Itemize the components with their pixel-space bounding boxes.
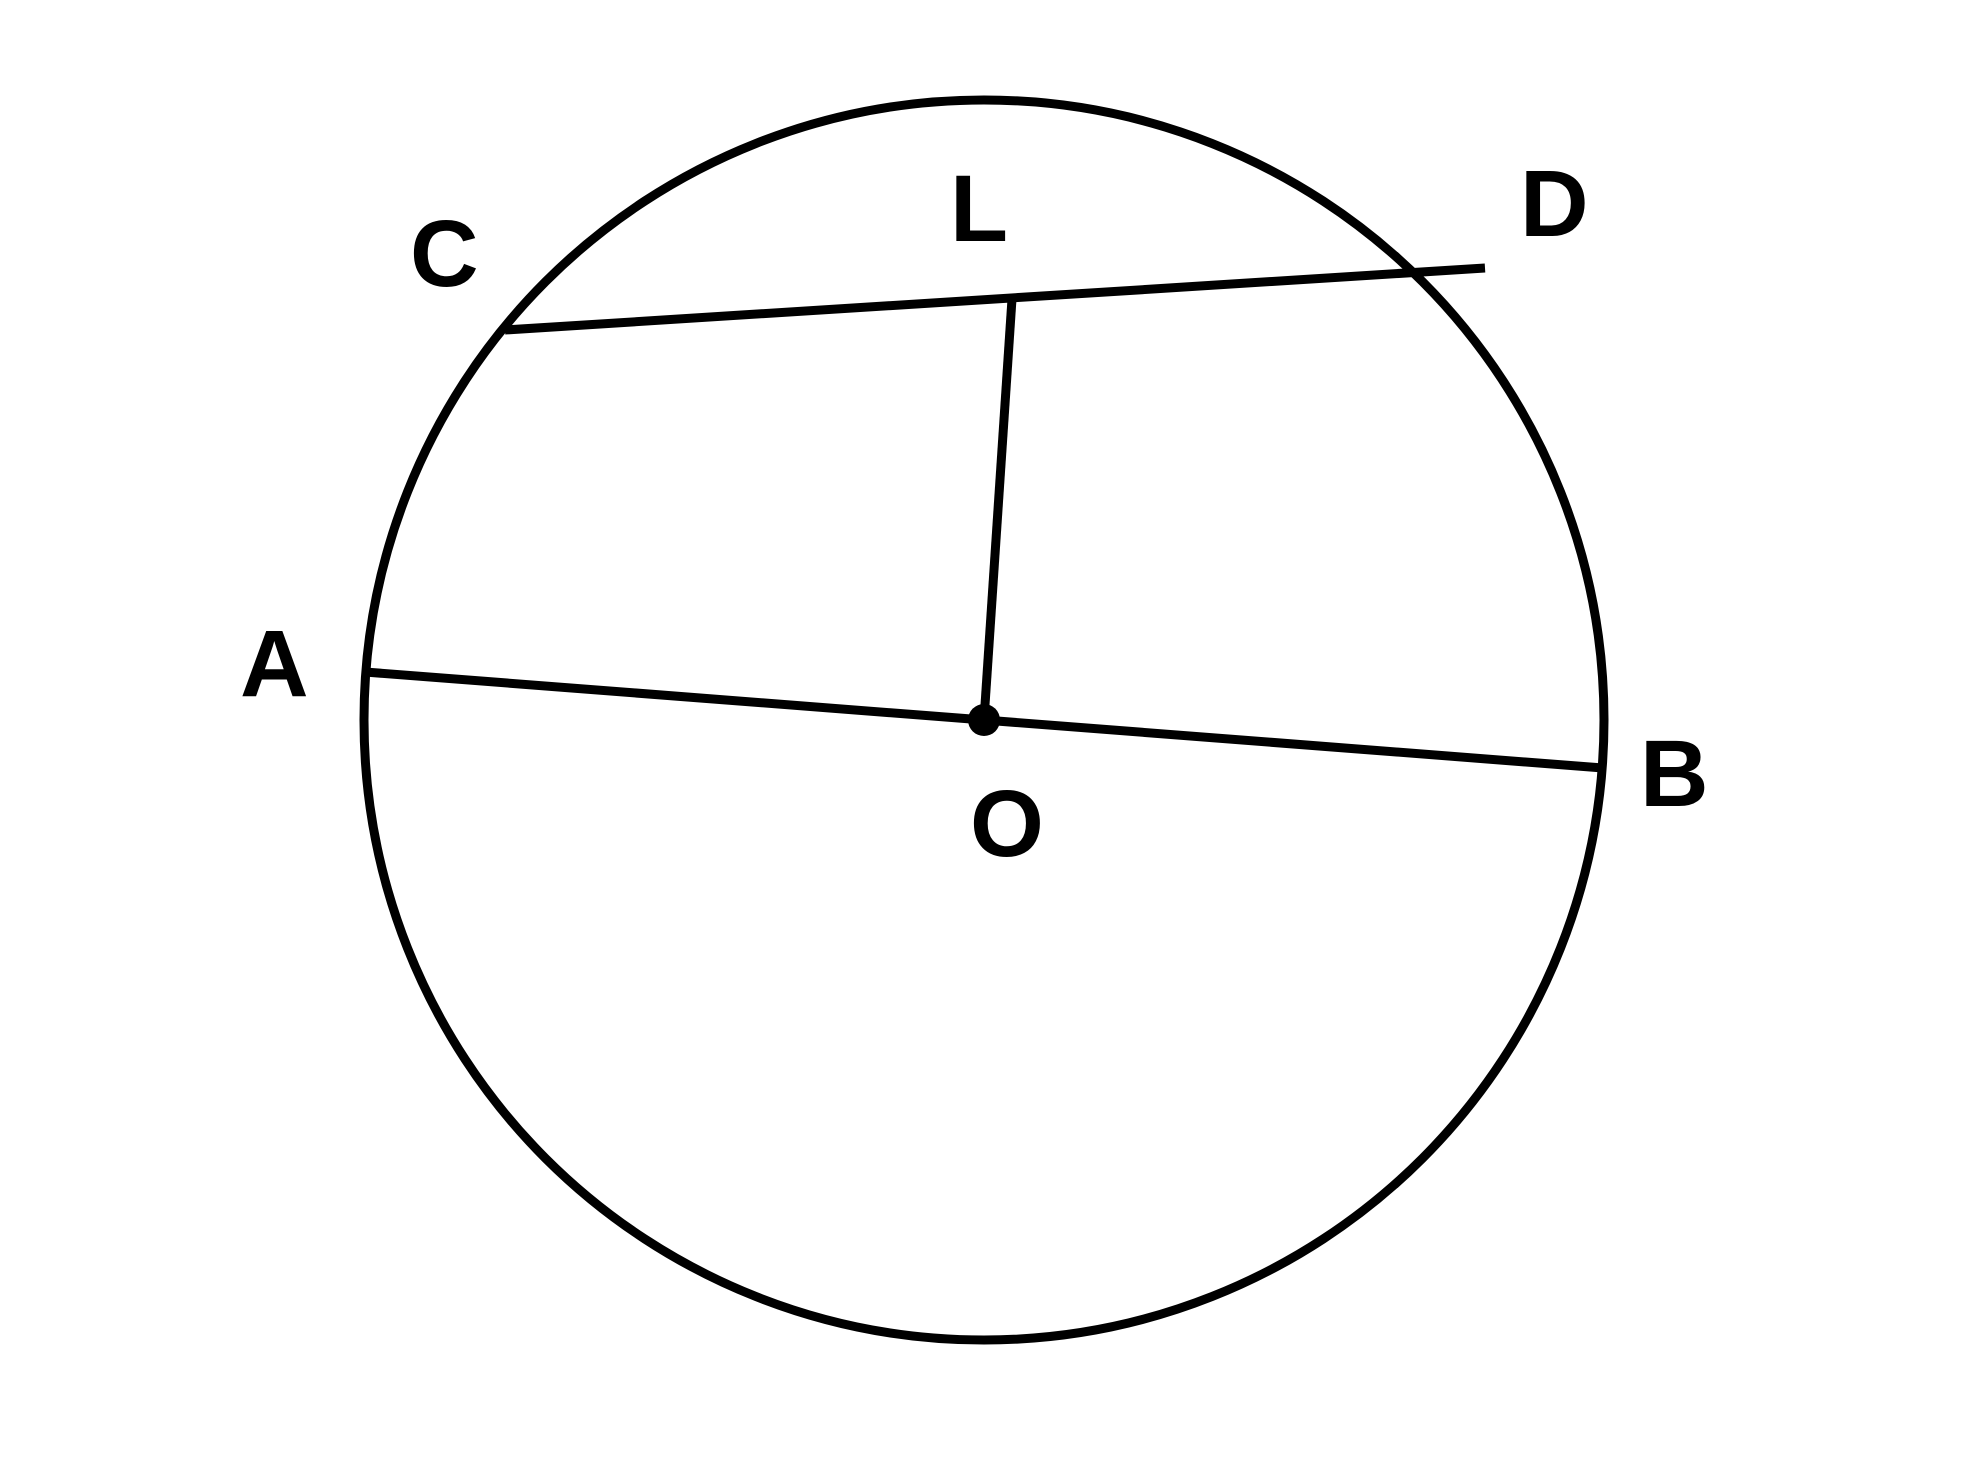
- label-d: D: [1520, 150, 1589, 259]
- label-o: O: [970, 770, 1044, 879]
- label-a: A: [240, 610, 309, 719]
- line-ol-perpendicular: [984, 299, 1012, 720]
- label-b: B: [1640, 720, 1709, 829]
- center-point-o: [968, 704, 1000, 736]
- label-c: C: [410, 200, 479, 309]
- geometry-diagram: A B C D L O: [0, 0, 1968, 1470]
- line-cd-chord: [505, 268, 1485, 330]
- label-l: L: [950, 155, 1008, 264]
